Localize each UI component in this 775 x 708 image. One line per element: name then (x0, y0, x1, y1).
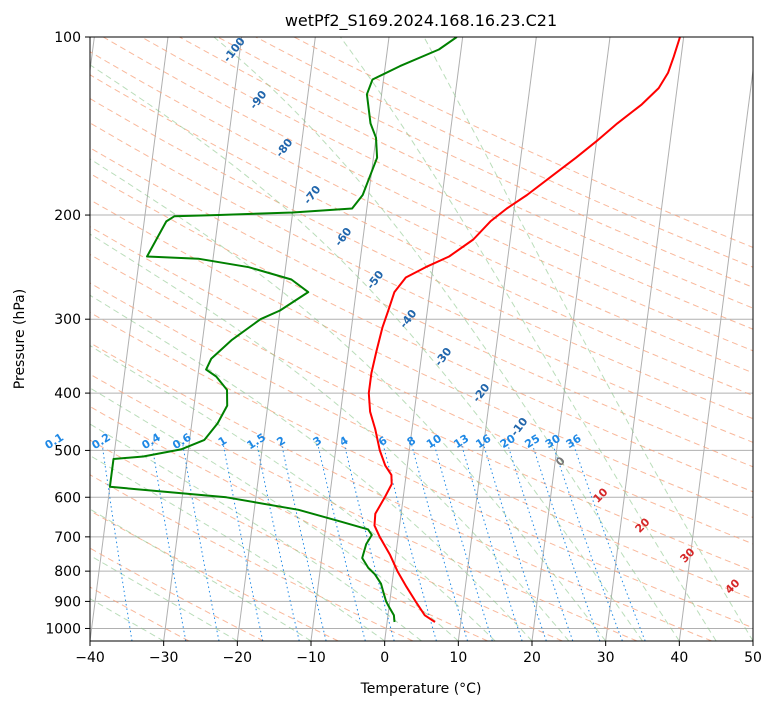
x-axis: −40 −30 −20 −10 0 10 20 30 40 50 (75, 641, 762, 666)
y-tick-label: 700 (54, 530, 81, 546)
mixing-ratio-line (461, 445, 523, 641)
isotherm-line (678, 66, 753, 641)
x-tick-label: 10 (449, 650, 467, 666)
y-tick-label: 500 (54, 443, 81, 459)
x-tick-label: −40 (75, 650, 105, 666)
dry-adiabat-line (90, 311, 753, 629)
y-tick-label: 100 (54, 30, 81, 46)
moist-adiabat-line (90, 294, 533, 641)
dry-adiabat-line (90, 439, 488, 641)
moist-adiabat-line (90, 387, 459, 641)
dry-adiabat-line (90, 342, 712, 641)
dry-adiabat-line (90, 547, 264, 641)
isotherm-line (163, 37, 243, 641)
dry-adiabat-line (90, 253, 753, 572)
x-tick-label: 40 (670, 650, 688, 666)
background-lines (90, 37, 753, 641)
x-tick-label: −10 (296, 650, 326, 666)
dry-adiabat-line (179, 37, 753, 309)
moist-adiabat-line (90, 423, 422, 641)
moist-adiabat-line (90, 64, 643, 641)
dry-adiabat-line (90, 282, 753, 600)
isotherm-line (90, 37, 169, 641)
mixing-ratio-line (317, 445, 366, 641)
dry-adiabat-line (90, 172, 753, 493)
moist-adiabat-line (90, 158, 607, 641)
moist-adiabat-line (90, 233, 570, 641)
mixing-ratio-line (222, 445, 264, 641)
mixing-ratio-line (483, 445, 547, 641)
x-tick-label: 50 (744, 650, 762, 666)
isotherm-line (384, 37, 464, 641)
moist-adiabat-line (423, 37, 753, 641)
dry-adiabat-line (90, 122, 753, 443)
moist-adiabat-line (90, 454, 385, 641)
dry-adiabat-line (90, 510, 339, 641)
moist-adiabat-line (90, 345, 496, 641)
x-tick-label: 0 (380, 650, 389, 666)
dry-adiabat-line (217, 37, 753, 288)
moist-adiabat-line (90, 508, 312, 641)
dewpoint-profile-line (108, 37, 458, 623)
moist-adiabat-line (213, 37, 680, 641)
isotherm-line (236, 37, 316, 641)
x-tick-label: 30 (597, 650, 615, 666)
isotherm-line (605, 37, 685, 641)
y-tick-label: 800 (54, 564, 81, 580)
moist-adiabat-line (90, 554, 238, 641)
mixing-ratio-line (151, 445, 187, 641)
mixing-ratio-line (256, 445, 300, 641)
y-tick-label: 1000 (45, 621, 81, 637)
chart-title: wetPf2_S169.2024.168.16.23.C21 (285, 11, 557, 31)
mixing-ratio-line (344, 445, 395, 641)
dry-adiabat-line (90, 406, 563, 641)
y-axis-label: Pressure (hPa) (12, 289, 28, 389)
dry-adiabat-line (90, 98, 753, 420)
x-tick-label: −20 (223, 650, 253, 666)
y-axis: 100 200 300 400 500 600 700 800 900 1000 (45, 30, 90, 637)
dry-adiabat-line (90, 51, 753, 374)
y-tick-label: 300 (54, 312, 81, 328)
moist-adiabat-line (339, 37, 717, 641)
y-tick-label: 600 (54, 490, 81, 506)
x-axis-label: Temperature (°C) (360, 681, 482, 697)
mixing-ratio-lines (101, 445, 646, 641)
dry-adiabat-line (90, 226, 753, 545)
x-tick-label: −30 (149, 650, 179, 666)
dry-adiabat-line (90, 199, 753, 519)
y-tick-label: 900 (54, 594, 81, 610)
plot-frame (89, 36, 754, 642)
x-tick-label: 20 (523, 650, 541, 666)
profile-series (108, 37, 681, 623)
mixing-ratio-line (433, 445, 493, 641)
dry-adiabat-line (102, 37, 753, 352)
y-tick-label: 200 (54, 208, 81, 224)
isotherm-line (531, 37, 611, 641)
mixing-ratio-line (182, 445, 220, 641)
temperature-profile-line (367, 37, 681, 623)
moist-adiabat-line (90, 597, 164, 641)
mixing-ratio-line (281, 445, 327, 641)
y-tick-label: 400 (54, 386, 81, 402)
dry-adiabat-line (90, 373, 638, 641)
isotherm-line (457, 37, 537, 641)
